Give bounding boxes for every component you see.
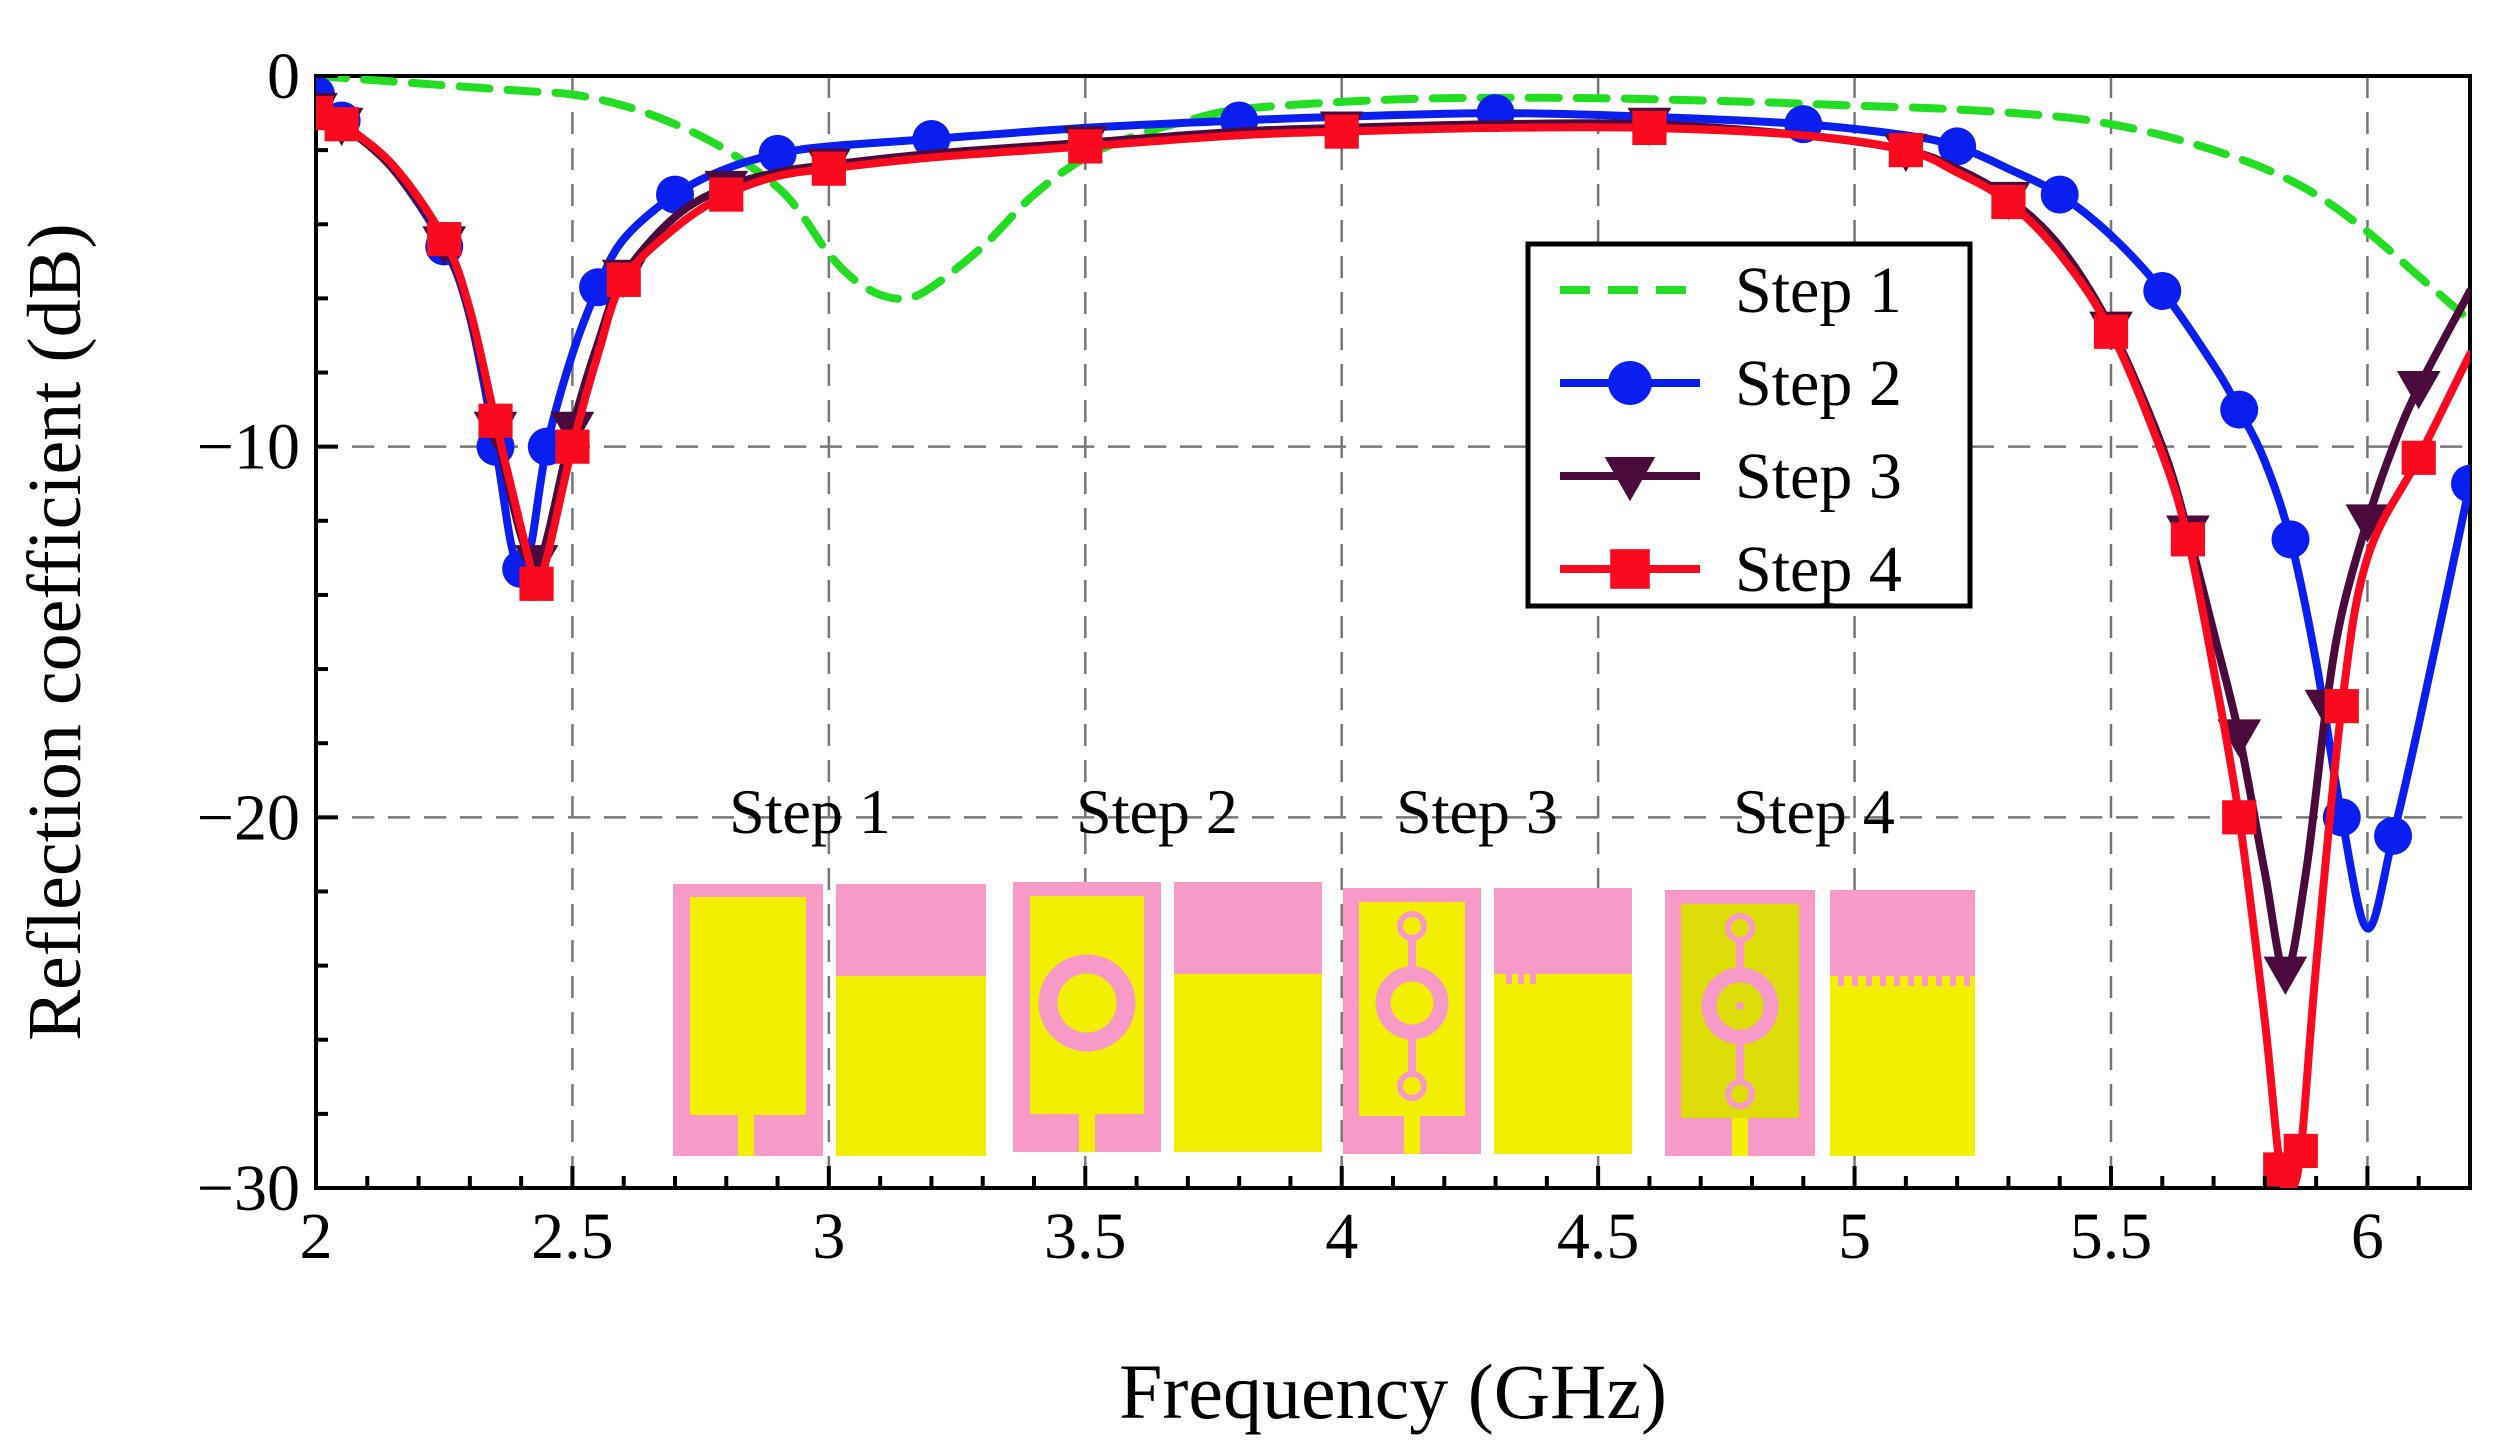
data-point-step-2 [2220, 390, 2259, 429]
legend-item-step-3: Step 3 [1560, 440, 1902, 513]
y-tick-label: −20 [197, 781, 300, 854]
axis-ticks: 2 2.5 3 3.5 4 4.5 5 5.5 6 0 −10 −20 −30 [197, 40, 2472, 1273]
step-2-antenna-illustration [1013, 882, 1322, 1152]
legend-label: Step 1 [1735, 254, 1902, 327]
x-tick-label: 3 [812, 1200, 845, 1273]
series-step-4 [316, 95, 2470, 1188]
data-point-step-2 [912, 120, 951, 159]
x-tick-label: 4.5 [1557, 1200, 1640, 1273]
data-point-step-4 [2401, 440, 2436, 475]
x-tick-label: 2.5 [531, 1200, 614, 1273]
data-point-step-2 [2143, 271, 2182, 310]
legend-item-step-4: Step 4 [1560, 533, 1902, 606]
data-point-step-2 [656, 175, 694, 214]
x-tick-label: 6 [2351, 1200, 2384, 1273]
step-4-antenna-illustration [1665, 890, 1975, 1156]
data-point-step-4 [2324, 689, 2359, 724]
legend-swatch-marker [1604, 457, 1656, 502]
inset-label-step-4: Step 4 [1733, 776, 1895, 847]
inset-label-step-1: Step 1 [729, 776, 891, 847]
legend-item-step-1: Step 1 [1560, 254, 1902, 327]
inset-label-step-2: Step 2 [1076, 776, 1238, 847]
series-line-step-1 [316, 76, 2470, 325]
legend-box [1525, 241, 1973, 609]
data-point-step-4 [1991, 184, 2026, 220]
data-point-step-4 [606, 262, 641, 297]
data-point-step-2 [758, 134, 797, 173]
legend-item-step-2: Step 2 [1560, 347, 1902, 420]
data-point-step-2 [2040, 175, 2079, 214]
y-tick-label: −30 [197, 1152, 300, 1225]
data-point-step-2 [2374, 816, 2413, 855]
legend-swatch-marker [1608, 361, 1652, 405]
inset-label-step-3: Step 3 [1396, 776, 1558, 847]
step-3-antenna-illustration [1343, 888, 1632, 1154]
legend-label: Step 2 [1735, 347, 1902, 420]
legend-label: Step 3 [1735, 440, 1902, 513]
data-point-step-4 [324, 107, 359, 142]
data-point-step-3 [2263, 956, 2308, 995]
step-1-antenna-illustration [673, 884, 986, 1156]
x-tick-label: 5.5 [2070, 1200, 2153, 1273]
series-step-1 [316, 76, 2470, 325]
y-tick-label: −10 [197, 411, 300, 484]
data-point-step-4 [1324, 114, 1359, 149]
x-axis-title: Frequency (GHz) [1119, 1348, 1667, 1435]
x-tick-label: 5 [1838, 1200, 1871, 1273]
data-point-step-2 [2451, 464, 2470, 503]
data-point-step-2 [1938, 127, 1977, 166]
data-point-step-4 [709, 177, 744, 212]
legend-swatch-marker [1610, 549, 1650, 589]
data-point-step-4 [2283, 1133, 2318, 1169]
data-point-step-4 [1068, 129, 1103, 164]
legend: Step 1 Step 2 Step 3 Step 4 [1525, 241, 1973, 609]
data-point-step-4 [555, 429, 590, 464]
data-point-step-4 [427, 221, 462, 257]
data-point-step-4 [1632, 110, 1667, 145]
data-point-step-3 [2396, 370, 2441, 410]
data-point-step-4 [478, 403, 513, 438]
series-layer [316, 76, 2470, 1188]
data-point-step-4 [2093, 314, 2129, 349]
legend-label: Step 4 [1735, 533, 1902, 606]
data-point-step-3 [2345, 504, 2390, 543]
data-point-step-4 [2170, 522, 2206, 557]
y-tick-label: 0 [267, 40, 300, 113]
data-point-step-4 [811, 151, 846, 186]
data-point-step-4 [1888, 133, 1923, 168]
y-axis-title: Reflection coefficient (dB) [13, 223, 97, 1040]
data-point-step-4 [2222, 800, 2257, 835]
x-tick-label: 4 [1325, 1200, 1358, 1273]
data-point-step-4 [519, 566, 554, 601]
x-tick-label: 3.5 [1044, 1200, 1127, 1273]
data-point-step-2 [2271, 520, 2310, 559]
antenna-steps-inset: Step 1 Step 2 Step 3 Step 4 [673, 776, 1975, 1156]
x-tick-label: 2 [300, 1200, 333, 1273]
